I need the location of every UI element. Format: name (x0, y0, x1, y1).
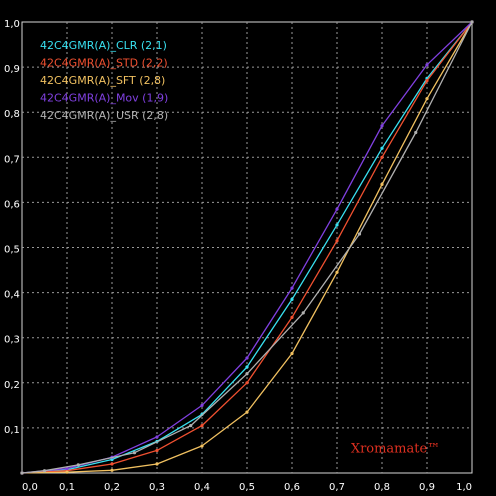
data-point (335, 207, 339, 211)
y-tick-label: 0,8 (4, 109, 20, 120)
data-point (110, 457, 114, 462)
data-point (200, 424, 204, 428)
x-tick-label: 0,4 (194, 482, 210, 493)
data-point (155, 448, 159, 453)
data-point (110, 462, 114, 466)
data-point (155, 462, 159, 466)
data-point (335, 223, 339, 227)
data-point (245, 365, 249, 369)
data-point (155, 435, 159, 439)
data-point (301, 311, 305, 315)
data-point (245, 356, 249, 360)
data-point (65, 466, 69, 471)
y-tick-label: 0,9 (4, 64, 20, 75)
data-point (380, 155, 384, 159)
data-point (65, 470, 69, 474)
data-point (380, 146, 384, 150)
data-point (290, 297, 294, 301)
x-tick-label: 0,0 (22, 482, 38, 493)
x-tick-label: 0,9 (419, 482, 435, 493)
data-point (425, 79, 429, 83)
x-tick-label: 0,3 (149, 482, 165, 493)
data-point (200, 444, 204, 448)
data-point (335, 270, 339, 274)
y-tick-label: 0,6 (4, 199, 20, 210)
y-tick-label: 0,5 (4, 245, 20, 256)
data-point (245, 381, 249, 385)
watermark-logo: Xromamate™ (351, 442, 440, 457)
data-point (380, 124, 384, 128)
y-tick-label: 0,1 (4, 425, 20, 436)
data-point (245, 410, 249, 414)
data-point (470, 20, 474, 24)
data-point (290, 315, 294, 320)
data-point (380, 182, 384, 186)
annotations: Xromamate™ (351, 442, 440, 457)
data-point (425, 63, 429, 67)
legend-entry: 42C4GMR(A)_USR (2,8) (40, 109, 168, 122)
legend-entry: 42C4GMR(A)_SFT (2,8) (40, 74, 165, 87)
data-point (290, 286, 294, 290)
y-tick-label: 0,4 (4, 290, 20, 301)
y-tick-label: 0,7 (4, 154, 20, 165)
x-tick-label: 0,8 (374, 482, 390, 493)
series-line (21, 21, 473, 474)
x-tick-label: 0,1 (59, 482, 75, 493)
grid-lines (22, 22, 472, 473)
x-axis-ticks: 0,0 0,1 0,2 0,3 0,4 0,5 0,6 0,7 0,8 0,9 1,0 (22, 482, 472, 493)
data-point (335, 239, 339, 243)
data-point (110, 468, 114, 472)
y-tick-label: 0,2 (4, 380, 20, 391)
data-point (132, 451, 137, 455)
legend-entry: 42C4GMR(A)_STD (2,2) (40, 57, 168, 70)
legend-entry: 42C4GMR(A)_Mov (1,9) (40, 92, 168, 105)
data-point (200, 403, 204, 407)
data-point (76, 463, 80, 467)
data-point (357, 232, 362, 236)
y-tick-label: 0,3 (4, 335, 20, 346)
y-axis-ticks: 0,1 0,2 0,3 0,4 0,5 0,6 0,7 0,8 0,9 1,0 (4, 19, 20, 436)
x-tick-label: 0,6 (284, 482, 300, 493)
data-point (20, 471, 24, 475)
data-point (42, 469, 47, 473)
legend-entry: 42C4GMR(A)_CLR (2,1) (40, 39, 167, 52)
x-tick-label: 0,7 (329, 482, 345, 493)
data-point (425, 97, 429, 101)
legend: 42C4GMR(A)_CLR (2,1) 42C4GMR(A)_STD (2,2)… (40, 39, 168, 122)
data-point (245, 372, 249, 376)
data-point (290, 351, 294, 356)
y-tick-label: 1,0 (4, 19, 20, 30)
x-tick-label: 0,2 (104, 482, 120, 493)
data-point (414, 130, 418, 135)
x-tick-label: 1,0 (456, 482, 472, 493)
series-group (20, 20, 474, 475)
data-point (189, 424, 193, 428)
x-tick-label: 0,5 (239, 482, 255, 493)
